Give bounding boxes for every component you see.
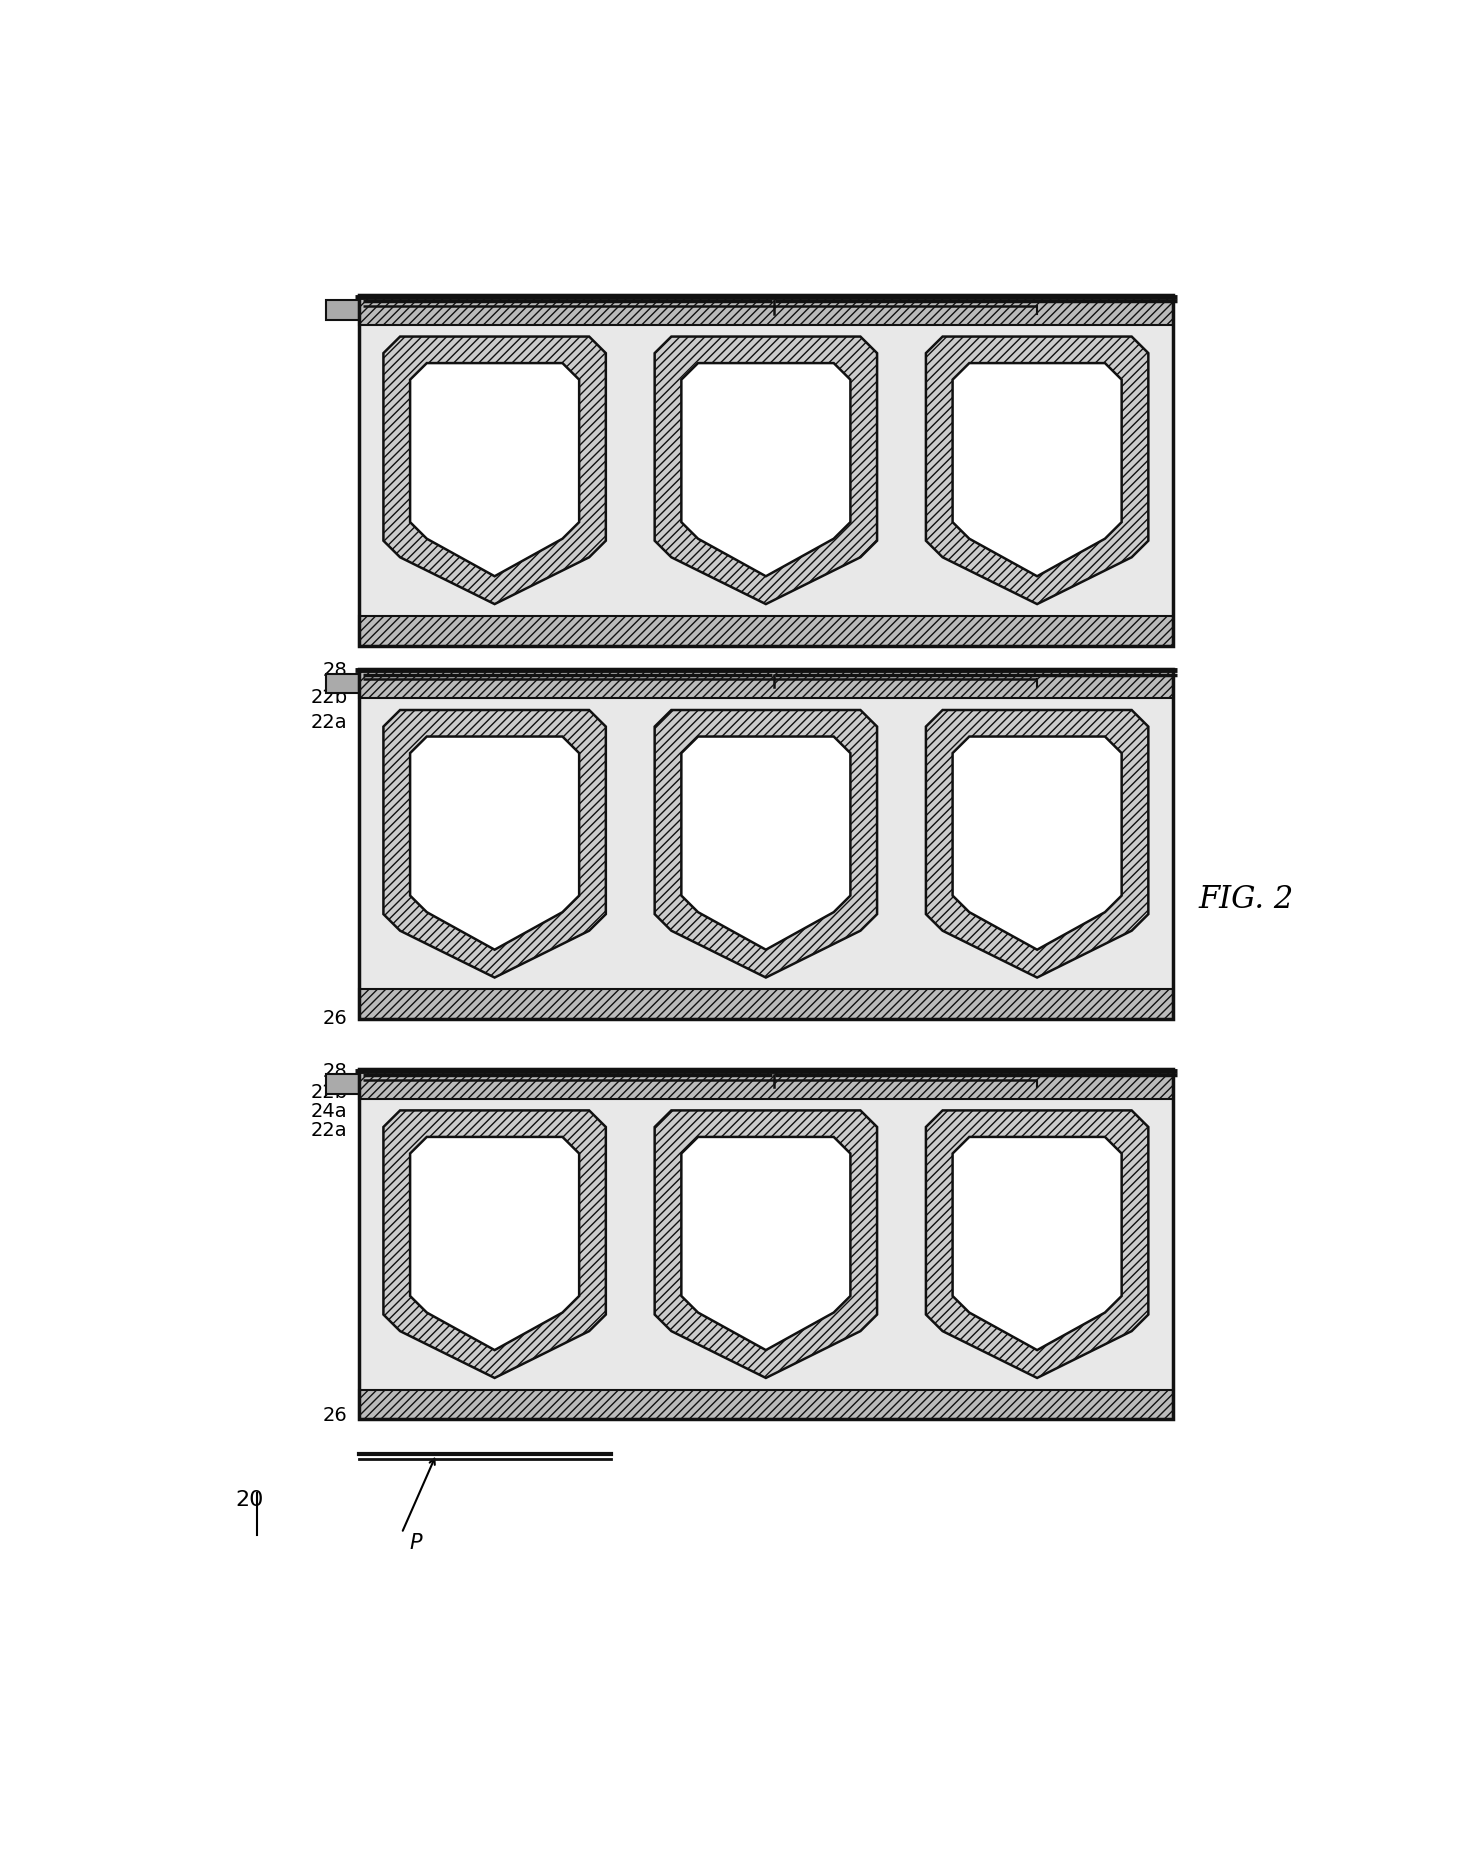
Polygon shape (681, 736, 851, 949)
Text: 22a: 22a (310, 1121, 347, 1140)
Polygon shape (411, 363, 579, 575)
Text: 22a: 22a (310, 712, 347, 733)
Text: 28: 28 (322, 1062, 347, 1080)
Polygon shape (654, 710, 877, 977)
Bar (359, 1389, 1173, 1419)
Polygon shape (926, 337, 1148, 605)
Polygon shape (681, 363, 851, 575)
Bar (359, 326, 1173, 616)
Bar (359, 990, 1173, 1019)
Text: 26: 26 (322, 1010, 347, 1029)
Polygon shape (384, 1110, 606, 1378)
Text: 20: 20 (235, 1491, 263, 1510)
Bar (359, 699, 1173, 990)
Polygon shape (926, 710, 1148, 977)
Polygon shape (654, 1110, 877, 1378)
Bar (326, 673, 359, 694)
Bar (326, 300, 359, 320)
Bar (359, 616, 1173, 646)
Bar (359, 296, 1173, 646)
Bar (359, 1069, 1173, 1419)
Text: 22b: 22b (310, 1082, 347, 1101)
Bar (326, 673, 359, 694)
Polygon shape (384, 710, 606, 977)
Polygon shape (926, 1110, 1148, 1378)
Polygon shape (411, 736, 579, 949)
Text: 24a: 24a (310, 1103, 347, 1121)
Text: 28: 28 (322, 662, 347, 681)
Polygon shape (953, 363, 1121, 575)
Bar (359, 1069, 1173, 1099)
Text: P: P (409, 1532, 422, 1552)
Text: 24: 24 (583, 1245, 607, 1264)
Bar (359, 668, 1173, 699)
Polygon shape (654, 337, 877, 605)
Text: 22: 22 (440, 844, 464, 862)
Text: 26: 26 (322, 1406, 347, 1424)
Text: 22b: 22b (310, 688, 347, 707)
Text: 22: 22 (440, 1245, 464, 1264)
Polygon shape (681, 1138, 851, 1350)
Bar (326, 300, 359, 320)
Polygon shape (953, 1138, 1121, 1350)
Bar (326, 1075, 359, 1093)
Polygon shape (953, 736, 1121, 949)
Bar (326, 1075, 359, 1093)
Bar (359, 668, 1173, 1019)
Polygon shape (411, 1138, 579, 1350)
Polygon shape (384, 337, 606, 605)
Bar (359, 296, 1173, 326)
Text: 24: 24 (583, 844, 607, 862)
Text: FIG. 2: FIG. 2 (1199, 884, 1294, 916)
Bar (359, 1099, 1173, 1389)
